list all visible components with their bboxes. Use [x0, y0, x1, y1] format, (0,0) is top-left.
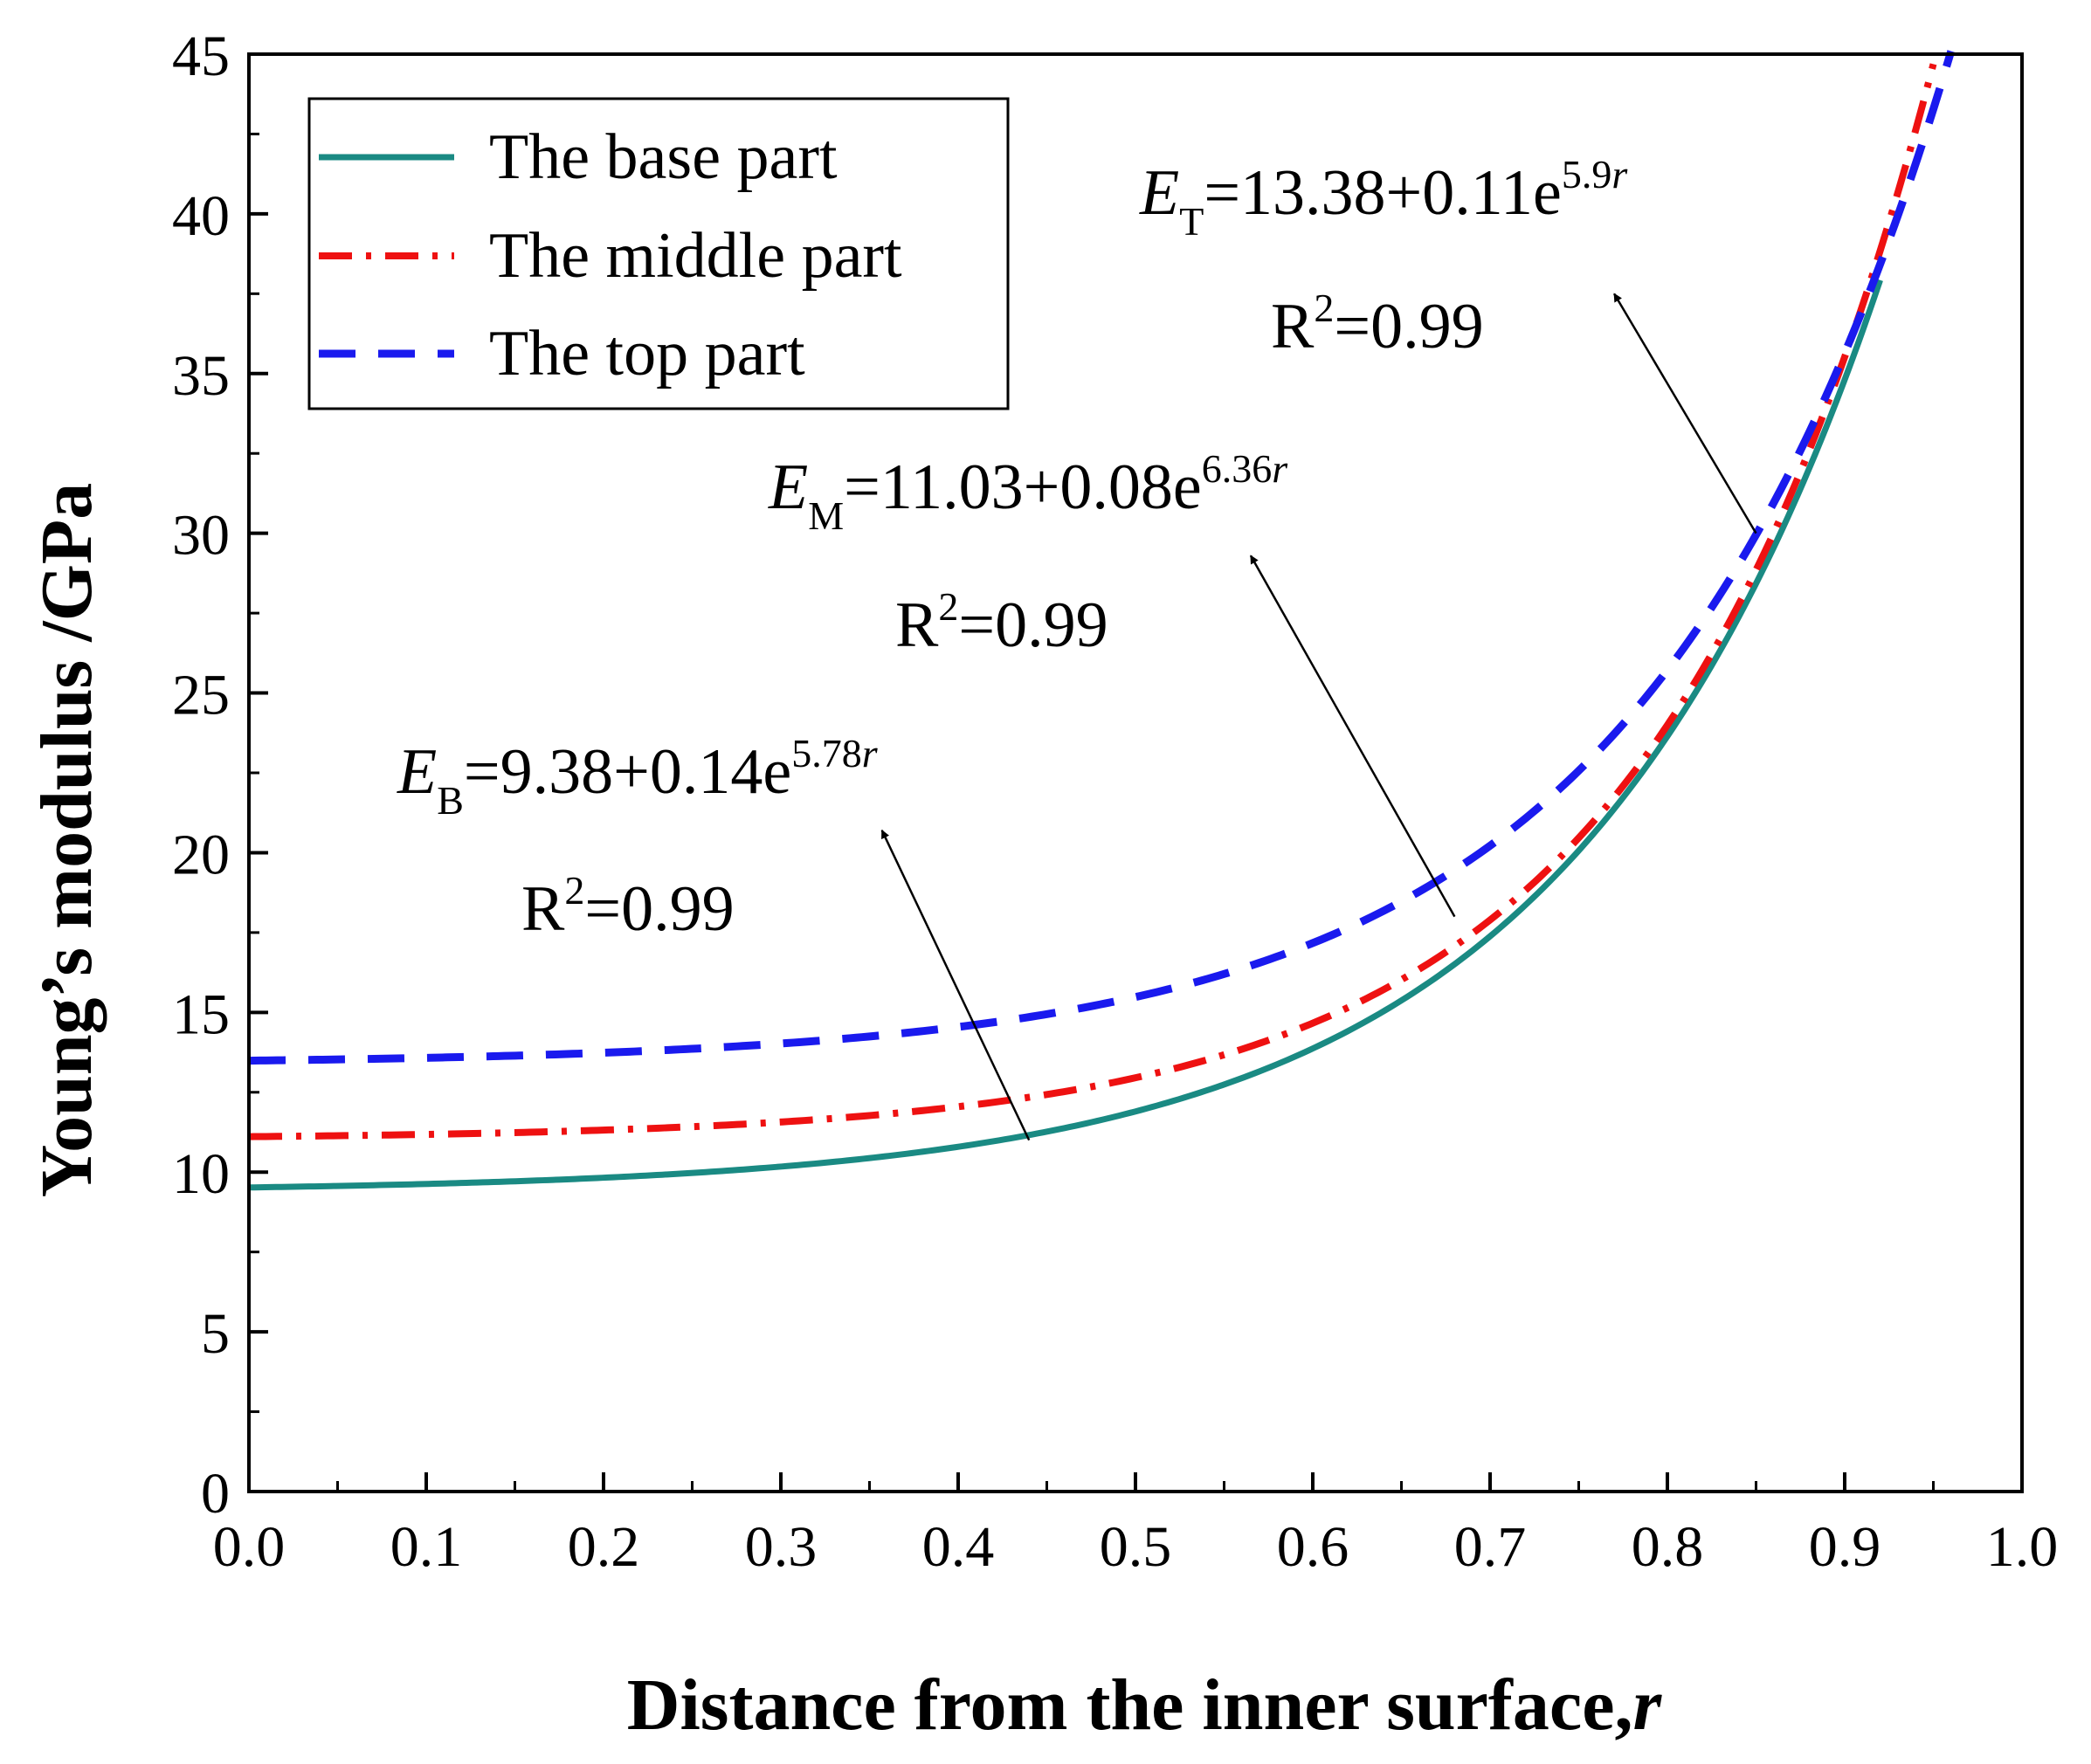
eq-exponent-symbol: r [1611, 152, 1628, 196]
x-tick-label: 0.1 [390, 1515, 463, 1579]
eq-subscript: M [808, 493, 844, 538]
x-tick-label: 0.9 [1809, 1515, 1881, 1579]
eq-subscript: T [1179, 199, 1204, 244]
eq-exponent: 5.78 [791, 731, 862, 775]
x-tick-label: 0.7 [1454, 1515, 1527, 1579]
x-tick-label: 0.5 [1100, 1515, 1172, 1579]
y-tick-label: 45 [172, 24, 230, 88]
r2-prefix: R [895, 589, 939, 661]
eq-subscript: B [437, 778, 464, 823]
y-tick-label: 25 [172, 664, 230, 727]
eq-exponent: 6.36 [1202, 446, 1273, 491]
x-tick-label: 0.0 [213, 1515, 286, 1579]
base-equation: EB=9.38+0.14e5.78r R2=0.99 [397, 731, 1031, 1141]
x-tick-label: 0.3 [745, 1515, 818, 1579]
base-equation-arrow [880, 829, 1031, 1141]
x-tick-label: 0.6 [1277, 1515, 1349, 1579]
y-tick-label: 15 [172, 982, 230, 1046]
y-tick-label: 10 [172, 1142, 230, 1206]
x-axis-title: Distance from the inner surface,r [627, 1664, 1663, 1746]
series-line-base [248, 279, 1883, 1191]
r2-suffix: =0.99 [958, 589, 1108, 661]
eq-body: =9.38+0.14e [464, 736, 791, 808]
y-tick-label: 5 [201, 1302, 230, 1366]
top-equation-arrow [1613, 293, 1757, 534]
ticks-group: 0.0 0.1 0.2 0.3 0.4 0.5 0.6 0.7 0.8 0.9 1.0 0 5 10 15 2… [172, 24, 2058, 1579]
annotations-group: ET=13.38+0.11e5.9rR2=0.99EM=11.03+0.08e6… [397, 152, 1757, 1141]
y-tick-label: 20 [172, 823, 230, 886]
y-tick-label: 35 [172, 344, 230, 408]
x-tick-label: 0.4 [922, 1515, 995, 1579]
top-equation-formula: ET=13.38+0.11e5.9r [1139, 152, 1628, 244]
top-equation-r2: R2=0.99 [1271, 286, 1484, 362]
r2-suffix: =0.99 [1334, 291, 1483, 362]
legend-label-top: The top part [489, 318, 805, 389]
eq-exponent-symbol: r [1272, 446, 1288, 491]
r2-suffix: =0.99 [584, 873, 734, 945]
r2-prefix: R [1271, 291, 1315, 362]
middle-equation-r2: R2=0.99 [895, 584, 1108, 661]
legend: The base part The middle part The top part [307, 97, 1010, 410]
series-line-top [248, 50, 1956, 1065]
legend-label-middle: The middle part [489, 220, 902, 292]
x-tick-label: 0.8 [1632, 1515, 1704, 1579]
eq-symbol: E [1139, 157, 1179, 229]
eq-body: =11.03+0.08e [844, 451, 1202, 523]
eq-exponent: 5.9 [1562, 152, 1612, 196]
base-equation-r2: R2=0.99 [521, 868, 735, 945]
middle-equation-formula: EM=11.03+0.08e6.36r [768, 446, 1288, 538]
legend-label-base: The base part [489, 121, 838, 193]
r2-power: 2 [938, 584, 958, 629]
middle-equation-arrow [1249, 555, 1456, 918]
eq-symbol: E [768, 451, 808, 523]
eq-exponent-symbol: r [862, 731, 879, 775]
r2-power: 2 [1314, 286, 1334, 330]
y-tick-label: 40 [172, 184, 230, 248]
y-tick-label: 30 [172, 504, 230, 568]
eq-symbol: E [397, 736, 437, 808]
x-tick-label: 1.0 [1986, 1515, 2059, 1579]
x-axis-title-text: Distance from the inner surface, [627, 1664, 1633, 1746]
eq-body: =13.38+0.11e [1204, 157, 1562, 229]
r2-power: 2 [564, 868, 584, 913]
x-axis-title-symbol: r [1632, 1664, 1662, 1746]
series-group [248, 50, 1956, 1191]
series-line-middle [248, 63, 1937, 1140]
x-tick-label: 0.2 [568, 1515, 640, 1579]
r2-prefix: R [521, 873, 565, 945]
y-axis-title: Young’s modulus /GPa [26, 483, 107, 1197]
legend-box [307, 97, 1010, 410]
base-equation-formula: EB=9.38+0.14e5.78r [397, 731, 879, 823]
y-tick-label: 0 [201, 1462, 230, 1526]
